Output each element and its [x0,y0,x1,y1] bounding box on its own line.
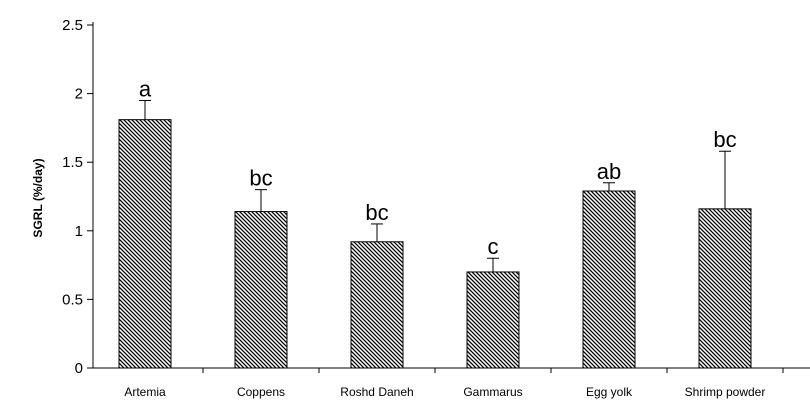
y-axis-title: SGRL (%/day) [31,158,45,237]
significance-label: a [139,76,152,101]
x-tick-label: Shrimp powder [685,385,766,399]
significance-label: ab [597,159,621,184]
bar-artemia [118,119,172,369]
error-bars-group [139,99,731,272]
bar-shrimp-powder [698,208,752,369]
bar-gammarus [466,271,520,369]
x-axis: Artemia Coppens Roshd Daneh Gammarus Egg yol… [124,368,784,399]
significance-label: bc [365,200,388,225]
significance-label: bc [713,127,736,152]
x-tick-label: Artemia [124,385,166,399]
y-tick-label: 2 [75,86,83,103]
y-tick-label: 0.5 [62,291,83,308]
y-axis: 0 0.5 1 1.5 2 2.5 [62,17,93,377]
y-tick-label: 1 [75,223,83,240]
significance-label: c [488,234,499,259]
x-tick-label: Gammarus [463,385,522,399]
bars-group [118,119,752,369]
bar-coppens [234,211,288,369]
y-tick-label: 0 [75,360,83,377]
significance-label: bc [249,166,272,191]
x-tick-label: Egg yolk [586,385,633,399]
bar-roshd-daneh [350,241,404,369]
x-tick-label: Roshd Daneh [340,385,413,399]
bar-egg-yolk [582,190,636,369]
y-tick-label: 1.5 [62,154,83,171]
y-tick-label: 2.5 [62,17,83,34]
x-tick-label: Coppens [237,385,285,399]
significance-labels-group: a bc bc c ab bc [139,76,737,259]
